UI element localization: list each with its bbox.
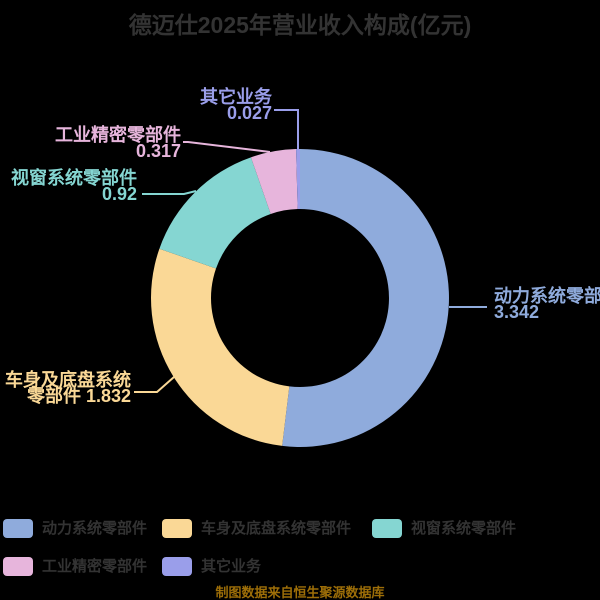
callout-value: 3.342	[494, 302, 540, 322]
pie-slice-power-system-parts[interactable]	[282, 149, 449, 447]
callout-value: 0.92	[101, 184, 137, 204]
pie-slice-other-business[interactable]	[296, 148, 300, 210]
label-line-window-system-parts	[142, 190, 197, 195]
legend-label: 其它业务	[201, 558, 262, 575]
legend-label: 工业精密零部件	[42, 558, 148, 575]
label-line-other-business	[274, 109, 299, 149]
callout-name: 动力系统零部件	[494, 286, 600, 306]
data-source-watermark: 制图数据来自恒生聚源数据库	[215, 585, 385, 600]
legend-item-power-system-parts[interactable]: 动力系统零部件	[3, 519, 147, 538]
callout-value: 0.317	[135, 141, 181, 161]
label-line-body-chassis-parts	[134, 376, 175, 393]
legend-item-body-chassis-parts[interactable]: 车身及底盘系统零部件	[162, 519, 351, 538]
callout-value: 零部件 1.832	[26, 386, 131, 406]
legend-label: 视窗系统零部件	[411, 520, 517, 537]
legend-swatch	[162, 557, 192, 576]
legend-item-industrial-precision-parts[interactable]: 工业精密零部件	[3, 557, 147, 576]
legend-label: 动力系统零部件	[42, 520, 148, 537]
callout-label-power-system-parts: 动力系统零部件 3.342	[494, 286, 600, 322]
legend-swatch	[3, 519, 33, 538]
callout-label-other-business: 其它业务 0.027	[200, 87, 272, 123]
callout-label-industrial-precision-parts: 工业精密零部件 0.317	[55, 125, 181, 161]
pie-slice-window-system-parts[interactable]	[159, 157, 271, 269]
callout-label-window-system-parts: 视窗系统零部件 0.92	[11, 168, 137, 204]
legend-item-other-business[interactable]: 其它业务	[162, 557, 261, 576]
pie-slice-industrial-precision-parts[interactable]	[250, 149, 298, 214]
pie-slice-body-chassis-parts[interactable]	[151, 248, 290, 446]
callout-name: 工业精密零部件	[55, 125, 181, 145]
legend-swatch	[372, 519, 402, 538]
legend-label: 车身及底盘系统零部件	[201, 520, 352, 537]
callout-name: 其它业务	[200, 87, 272, 107]
callout-label-body-chassis-parts: 车身及底盘系统 零部件 1.832	[5, 370, 131, 406]
legend-item-window-system-parts[interactable]: 视窗系统零部件	[372, 519, 516, 538]
legend-swatch	[3, 557, 33, 576]
legend-swatch	[162, 519, 192, 538]
callout-name: 视窗系统零部件	[11, 168, 137, 188]
callout-name: 车身及底盘系统	[5, 370, 131, 390]
chart-title: 德迈仕2025年营业收入构成(亿元)	[128, 12, 472, 38]
callout-value: 0.027	[226, 103, 272, 123]
label-line-industrial-precision-parts	[183, 141, 271, 153]
